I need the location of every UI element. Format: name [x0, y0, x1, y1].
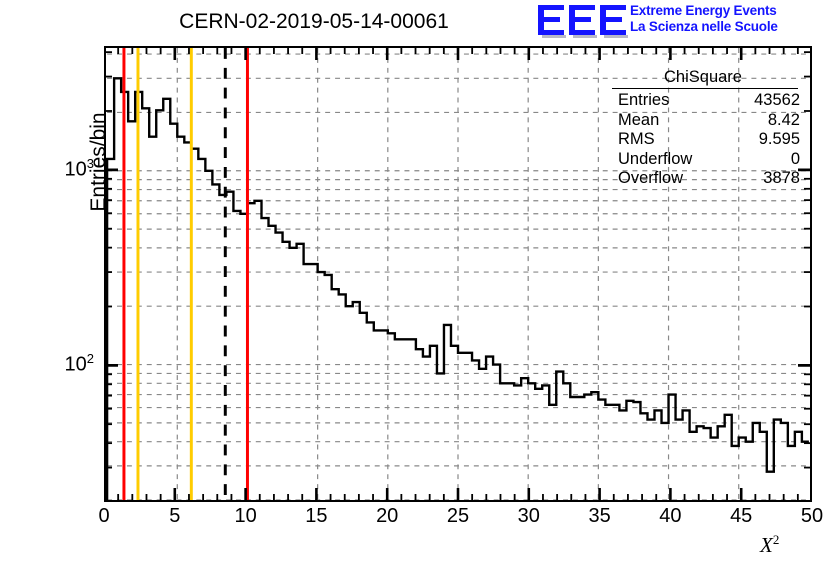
stats-box-rows: Entries 43562 Mean 8.42 RMS 9.595 Underflow 0 Ov… — [604, 91, 802, 189]
x-tick-label: 20 — [376, 505, 399, 527]
eee-logo-line1: Extreme Energy Events — [630, 3, 777, 18]
stats-box: ChiSquare Entries 43562 Mean 8.42 RMS 9.595 Un… — [604, 68, 802, 189]
y-tick-label: 102 — [64, 351, 94, 376]
stats-box-title: ChiSquare — [664, 68, 742, 86]
x-axis-title-exponent: 2 — [772, 532, 780, 547]
stats-row-label: Mean — [618, 110, 660, 129]
stats-row-value: 0 — [790, 149, 800, 168]
stats-row-value: 3878 — [763, 169, 800, 187]
stats-row-value: 9.595 — [758, 130, 800, 148]
x-tick-label: 15 — [305, 505, 328, 527]
x-axis-title-base: X — [760, 533, 773, 557]
stats-row-value: 8.42 — [767, 110, 800, 129]
stats-row: Entries 43562 — [604, 91, 802, 111]
x-tick-label: 50 — [800, 505, 824, 527]
x-tick-label: 35 — [588, 505, 611, 527]
grid-lines — [107, 48, 809, 500]
histogram-curve — [106, 77, 809, 500]
stats-box-divider — [612, 88, 798, 89]
axis-ticks — [104, 46, 812, 502]
stats-row-label: Overflow — [618, 169, 684, 187]
stats-row-label: Entries — [618, 91, 670, 109]
x-tick-label: 10 — [234, 505, 257, 527]
stats-row-label: RMS — [618, 130, 655, 148]
x-tick-label: 45 — [730, 505, 753, 527]
eee-logo-text: Extreme Energy Events La Scienza nelle S… — [630, 3, 778, 35]
stats-row: Overflow 3878 — [604, 169, 802, 189]
x-tick-label: 0 — [98, 505, 110, 527]
eee-logo: Extreme Energy Events La Scienza nelle S… — [538, 2, 836, 42]
y-tick-label: 103 — [64, 155, 94, 181]
stats-row: Underflow 0 — [604, 150, 802, 170]
page-title: CERN-02-2019-05-14-00061 — [179, 10, 449, 33]
eee-logo-mark — [538, 5, 628, 38]
stats-row-label: Underflow — [618, 149, 693, 168]
stats-row-value: 43562 — [754, 91, 800, 109]
x-axis-title: X2 — [760, 532, 779, 558]
stats-row: Mean 8.42 — [604, 111, 802, 131]
x-tick-label: 40 — [659, 505, 682, 527]
stats-row: RMS 9.595 — [604, 130, 802, 150]
x-tick-label: 25 — [446, 505, 470, 527]
eee-logo-line2: La Scienza nelle Scuole — [630, 19, 778, 34]
plot-frame — [104, 46, 812, 502]
marker-lines — [122, 48, 249, 500]
x-tick-label: 5 — [169, 505, 181, 527]
x-tick-label: 30 — [517, 505, 540, 527]
